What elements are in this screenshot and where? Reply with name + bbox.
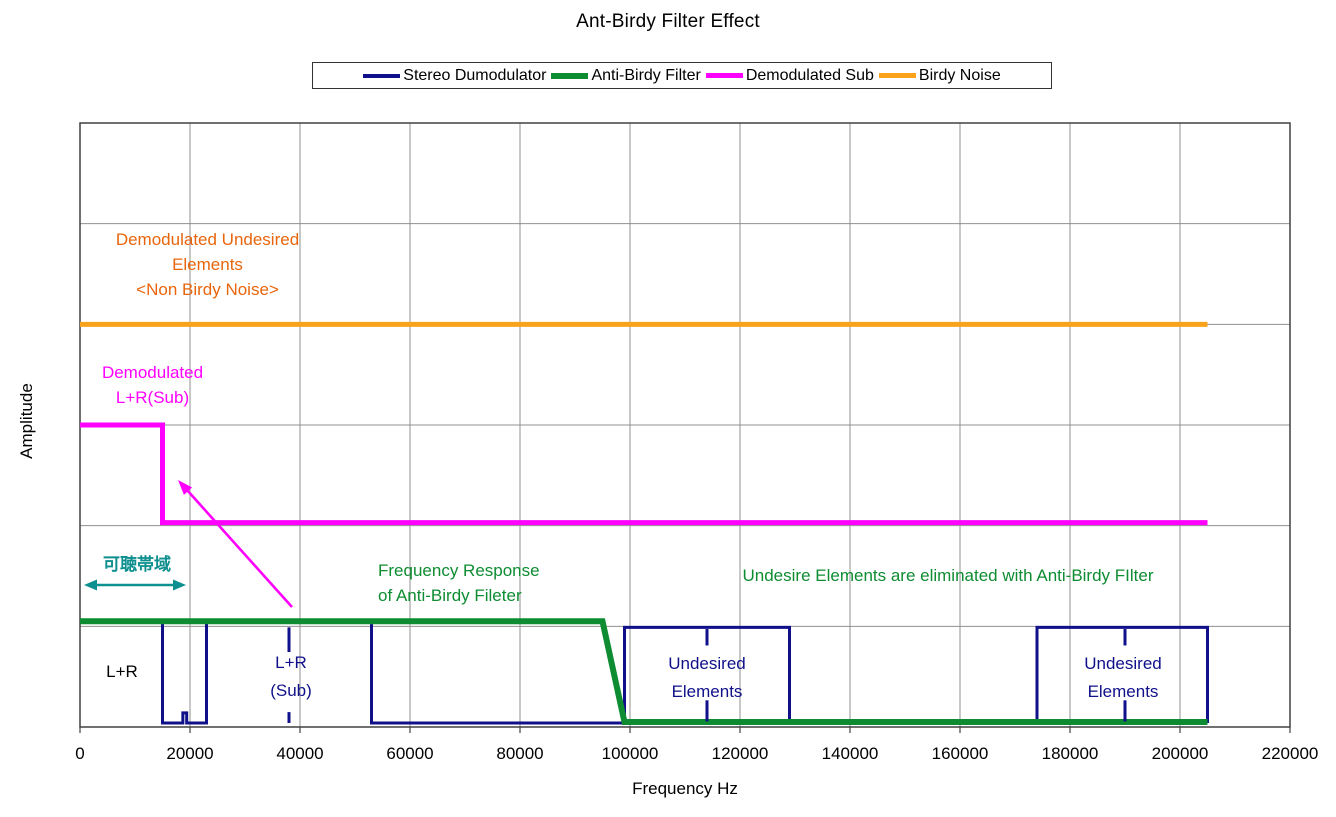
x-axis-title: Frequency Hz xyxy=(632,779,738,798)
legend: Stereo Dumodulator Anti-Birdy Filter Dem… xyxy=(312,62,1052,89)
x-axis-tick-label: 40000 xyxy=(276,744,323,763)
audible-band-arrowhead-right-icon xyxy=(173,579,186,591)
x-axis-tick-label: 60000 xyxy=(386,744,433,763)
series-demodulated-sub xyxy=(80,422,1208,526)
x-axis-tick-label: 100000 xyxy=(602,744,659,763)
callout-arrow-line xyxy=(187,490,293,608)
legend-label: Anti-Birdy Filter xyxy=(591,66,701,84)
legend-line-swatch xyxy=(551,72,589,79)
series-anti-birdy-filter xyxy=(80,618,1208,725)
x-axis-tick-label: 160000 xyxy=(932,744,989,763)
x-axis-tick-label: 120000 xyxy=(712,744,769,763)
legend-item-stereo-demodulator: Stereo Dumodulator xyxy=(363,67,546,85)
x-axis-tick-label: 0 xyxy=(75,744,84,763)
chart-title: Ant-Birdy Filter Effect xyxy=(576,11,760,32)
annotation-elements-eliminated: Undesire Elements are eliminated with An… xyxy=(742,566,1154,585)
series-stereo-dumodulator xyxy=(80,620,1209,725)
legend-line-swatch xyxy=(363,73,401,78)
x-axis-tick-label: 220000 xyxy=(1262,744,1319,763)
legend-item-demodulated-sub: Demodulated Sub xyxy=(705,66,874,85)
legend-item-birdy-noise: Birdy Noise xyxy=(878,66,1001,85)
annotation-non-birdy-noise: Demodulated Undesired Elements <Non Bird… xyxy=(115,230,300,299)
audible-band-arrowhead-left-icon xyxy=(84,579,97,591)
x-axis-tick-label: 180000 xyxy=(1042,744,1099,763)
annotation-demodulated-sub: Demodulated L+R(Sub) xyxy=(101,363,204,407)
legend-line-swatch xyxy=(705,73,743,78)
legend-line-swatch xyxy=(878,73,916,78)
y-axis-title: Amplitude xyxy=(17,383,36,459)
annotation-audible-band: 可聴帯域 xyxy=(103,555,171,574)
label-undesired-elements-1: Undesired Elements xyxy=(668,654,746,701)
label-undesired-elements-2: Undesired Elements xyxy=(1084,654,1162,701)
label-l-plus-r-sub: L+R (Sub) xyxy=(270,653,312,700)
label-l-plus-r: L+R xyxy=(106,662,138,681)
x-axis-tick-label: 80000 xyxy=(496,744,543,763)
legend-label: Stereo Dumodulator xyxy=(403,66,547,84)
legend-label: Demodulated Sub xyxy=(745,66,874,84)
x-axis-tick-label: 140000 xyxy=(822,744,879,763)
annotation-filter-response: Frequency Response of Anti-Birdy Fileter xyxy=(378,561,540,605)
x-axis-tick-label: 200000 xyxy=(1152,744,1209,763)
x-axis-tick-label: 20000 xyxy=(166,744,213,763)
legend-item-anti-birdy-filter: Anti-Birdy Filter xyxy=(551,66,701,85)
callout-arrowhead-icon xyxy=(178,480,193,495)
legend-label: Birdy Noise xyxy=(918,66,1001,84)
